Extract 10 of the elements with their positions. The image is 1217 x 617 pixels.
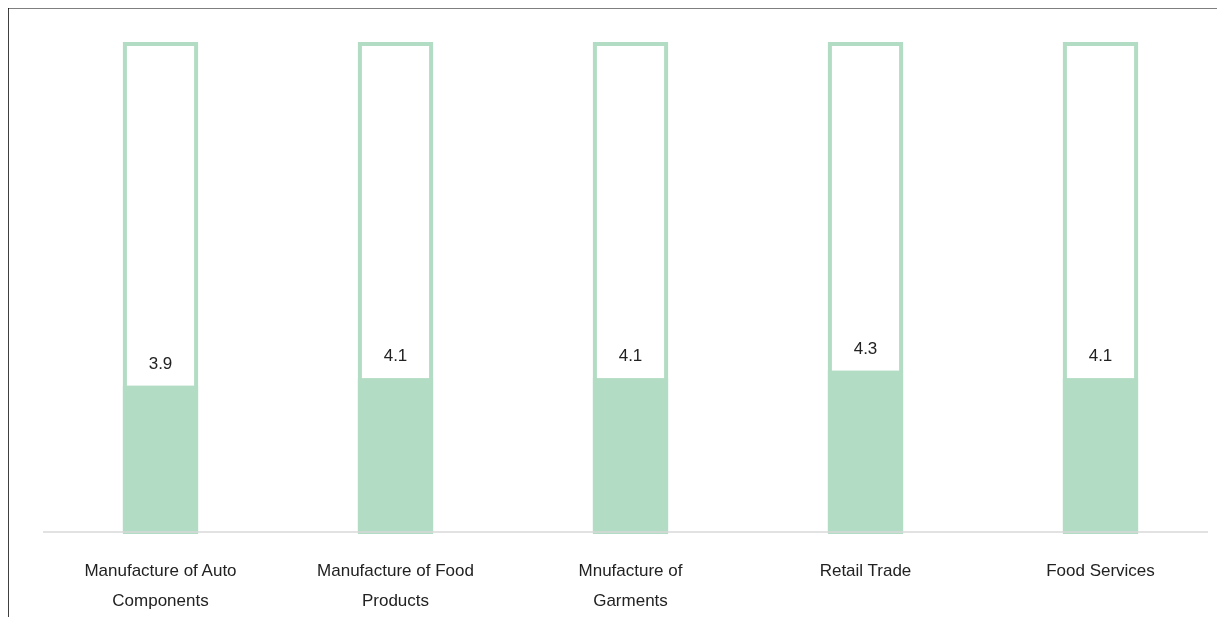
data-label: 4.1 <box>1088 346 1113 366</box>
x-tick-label: Mnufacture of Garments <box>578 561 683 610</box>
x-tick-label: Retail Trade <box>819 561 912 580</box>
data-label: 4.1 <box>383 346 408 366</box>
x-tick-label: Food Services <box>1046 561 1155 580</box>
x-tick-label: Manufacture of Food Products <box>317 561 474 610</box>
data-label: 4.3 <box>853 338 878 358</box>
data-label: 3.9 <box>148 353 173 373</box>
data-label: 4.1 <box>618 346 643 366</box>
x-tick-label: Manufacture of Auto Components <box>84 561 237 610</box>
